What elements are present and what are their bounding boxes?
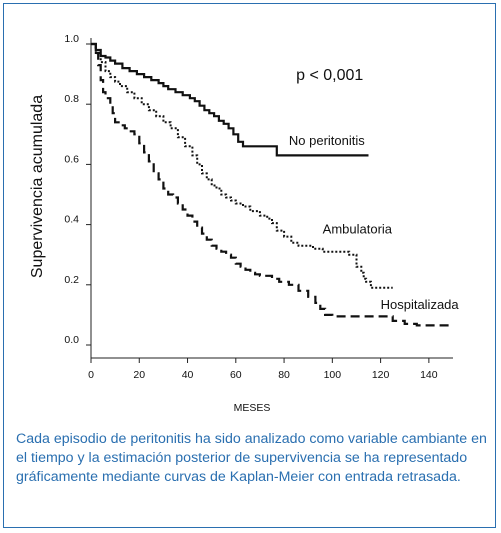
y-tick-label: 0.8 <box>64 93 79 105</box>
y-tick-label: 1.0 <box>64 33 79 45</box>
x-tick-label: 100 <box>324 369 342 381</box>
x-tick-label: 140 <box>420 369 438 381</box>
y-tick-label: 0.0 <box>64 334 79 346</box>
x-tick-label: 40 <box>182 369 194 381</box>
figure-caption: Cada episodio de peritonitis ha sido ana… <box>16 431 487 485</box>
axes: 0.0 0.2 0.4 0.6 0.8 1.0 0 20 40 60 80 100 120 140 <box>64 33 453 381</box>
series-line-no-peritonitis <box>91 42 369 157</box>
series-label-no-peritonitis: No peritonitis <box>289 133 365 148</box>
x-tick-label: 20 <box>133 369 145 381</box>
series-label-hospitalizada: Hospitalizada <box>381 297 460 312</box>
y-tick-label: 0.2 <box>64 274 79 286</box>
p-value-annotation: p < 0,001 <box>296 67 363 84</box>
y-tick-label: 0.6 <box>64 153 79 165</box>
x-tick-label: 80 <box>278 369 290 381</box>
x-axis-title: MESES <box>234 402 271 414</box>
series-layer <box>91 42 453 327</box>
y-axis-title: Supervivencia acumulada <box>29 95 46 278</box>
series-line-hospitalizada <box>91 42 453 327</box>
series-label-ambulatoria: Ambulatoria <box>323 222 393 237</box>
x-tick-label: 60 <box>230 369 242 381</box>
kaplan-meier-chart: 0.0 0.2 0.4 0.6 0.8 1.0 0 20 40 60 80 100 120 140 MES… <box>29 33 459 414</box>
figure-frame <box>3 3 496 528</box>
x-tick-label: 0 <box>88 369 94 381</box>
x-tick-label: 120 <box>372 369 390 381</box>
labels-layer: MESES Supervivencia acumulada p < 0,001 No … <box>29 67 459 414</box>
y-tick-label: 0.4 <box>64 214 79 226</box>
